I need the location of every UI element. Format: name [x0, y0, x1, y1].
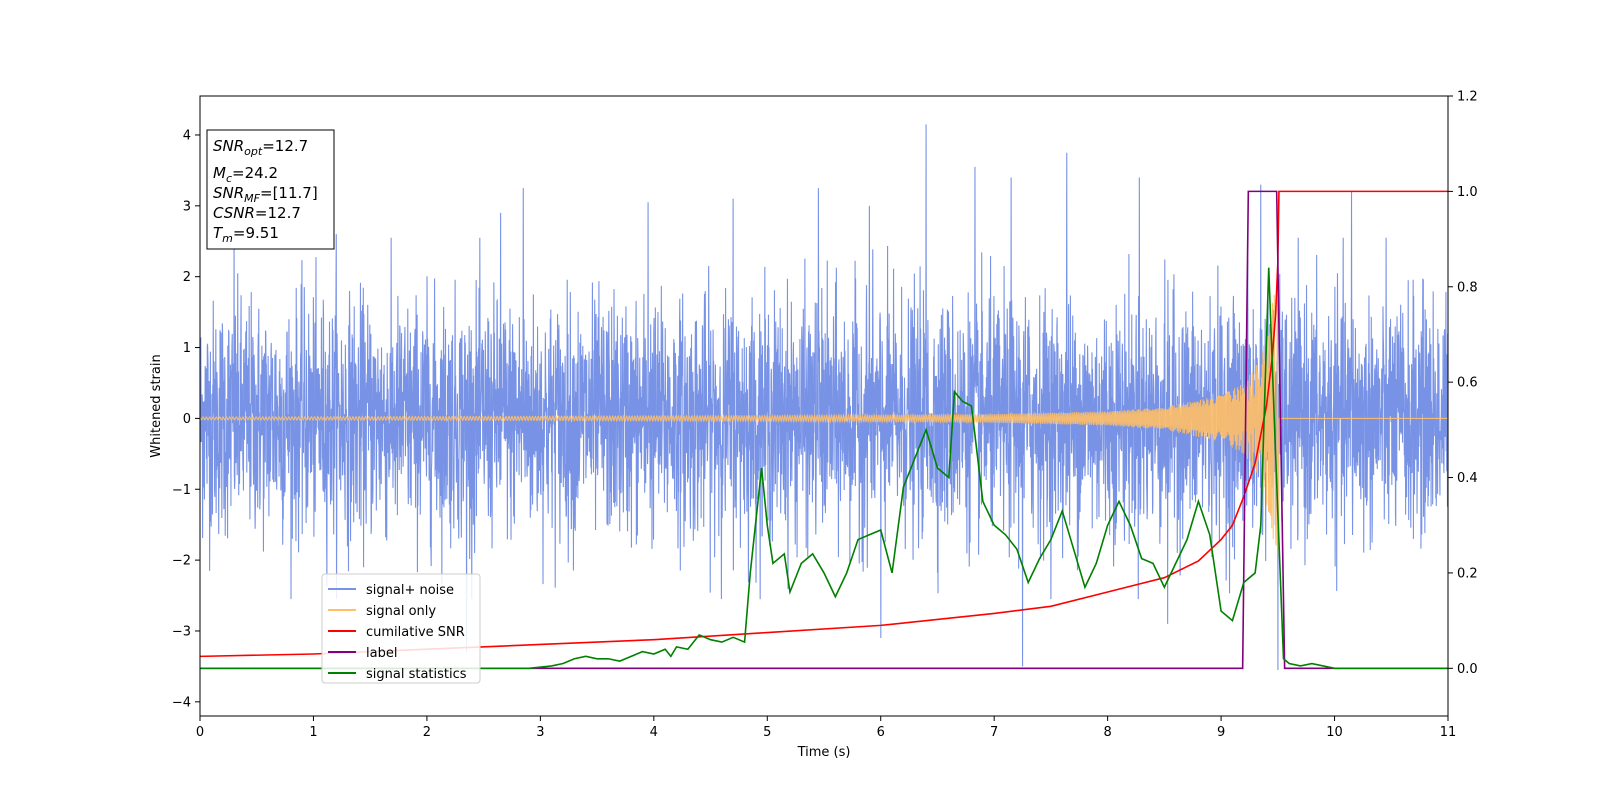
y2-tick-label: 1.2: [1457, 90, 1478, 105]
legend-label: signal only: [366, 604, 436, 619]
series-layer: [200, 124, 1448, 670]
info-snr-opt: SNRopt=12.7: [213, 137, 308, 158]
x-tick-label: 2: [423, 725, 431, 740]
y2-tick-label: 0.6: [1457, 376, 1478, 391]
series-signal-noise: [200, 124, 1448, 670]
y-tick-label: −2: [172, 554, 191, 569]
x-tick-label: 0: [196, 725, 204, 740]
y-tick-label: 4: [183, 128, 191, 143]
y-tick-label: −4: [172, 695, 191, 710]
x-tick-label: 4: [650, 725, 658, 740]
legend-label: cumilative SNR: [366, 625, 465, 640]
x-tick-label: 10: [1326, 725, 1343, 740]
plot-frame: [199, 95, 1449, 717]
y2-tick-label: 0.4: [1457, 471, 1478, 486]
info-mc: Mc=24.2: [213, 164, 278, 185]
y-tick-label: −3: [172, 624, 191, 639]
x-tick-label: 8: [1103, 725, 1111, 740]
info-box-frame: [206, 129, 335, 250]
x-tick-label: 7: [990, 725, 998, 740]
y2-tick-label: 0.8: [1457, 280, 1478, 295]
series-signal-only: [200, 283, 1448, 554]
legend-frame: [321, 573, 481, 684]
info-csnr: CSNR=12.7: [213, 204, 301, 222]
legend-label: label: [366, 646, 397, 661]
y-axis-label: Whitened strain: [149, 354, 164, 457]
info-snr-mf: SNRMF=[11.7]: [213, 184, 318, 205]
x-tick-label: 5: [763, 725, 771, 740]
x-tick-label: 1: [309, 725, 317, 740]
y-tick-label: 1: [183, 341, 191, 356]
y-tick-label: 3: [183, 199, 191, 214]
x-tick-label: 6: [877, 725, 885, 740]
info-tm: Tm=9.51: [213, 224, 279, 245]
x-tick-label: 11: [1440, 725, 1457, 740]
series-cumulative-snr: [200, 190, 1448, 658]
info-box: SNRopt=12.7 Mc=24.2 SNRMF=[11.7] CSNR=12…: [206, 129, 335, 250]
x-tick-label: 3: [536, 725, 544, 740]
y2-tick-label: 0.2: [1457, 566, 1478, 581]
y-tick-label: 0: [183, 412, 191, 427]
y-tick-label: −1: [172, 483, 191, 498]
legend-label: signal+ noise: [366, 583, 454, 598]
series-signal-statistics: [200, 267, 1448, 670]
y2-tick-label: 0.0: [1457, 662, 1478, 677]
y-tick-label: 2: [183, 270, 191, 285]
axes-layer: 0 1 2 3 4 5 6 7 8 9 10 11 −4 −3 −2 −1 0 1 2 3 4 0.0 0.2 0.4 0.6 0…: [172, 90, 1478, 741]
y2-tick-label: 1.0: [1457, 185, 1478, 200]
legend: signal+ noise signal only cumilative SNR la…: [321, 573, 481, 684]
x-axis-label: Time (s): [797, 745, 851, 760]
legend-label: signal statistics: [366, 667, 467, 682]
series-label: [200, 190, 1448, 670]
x-tick-label: 9: [1217, 725, 1225, 740]
